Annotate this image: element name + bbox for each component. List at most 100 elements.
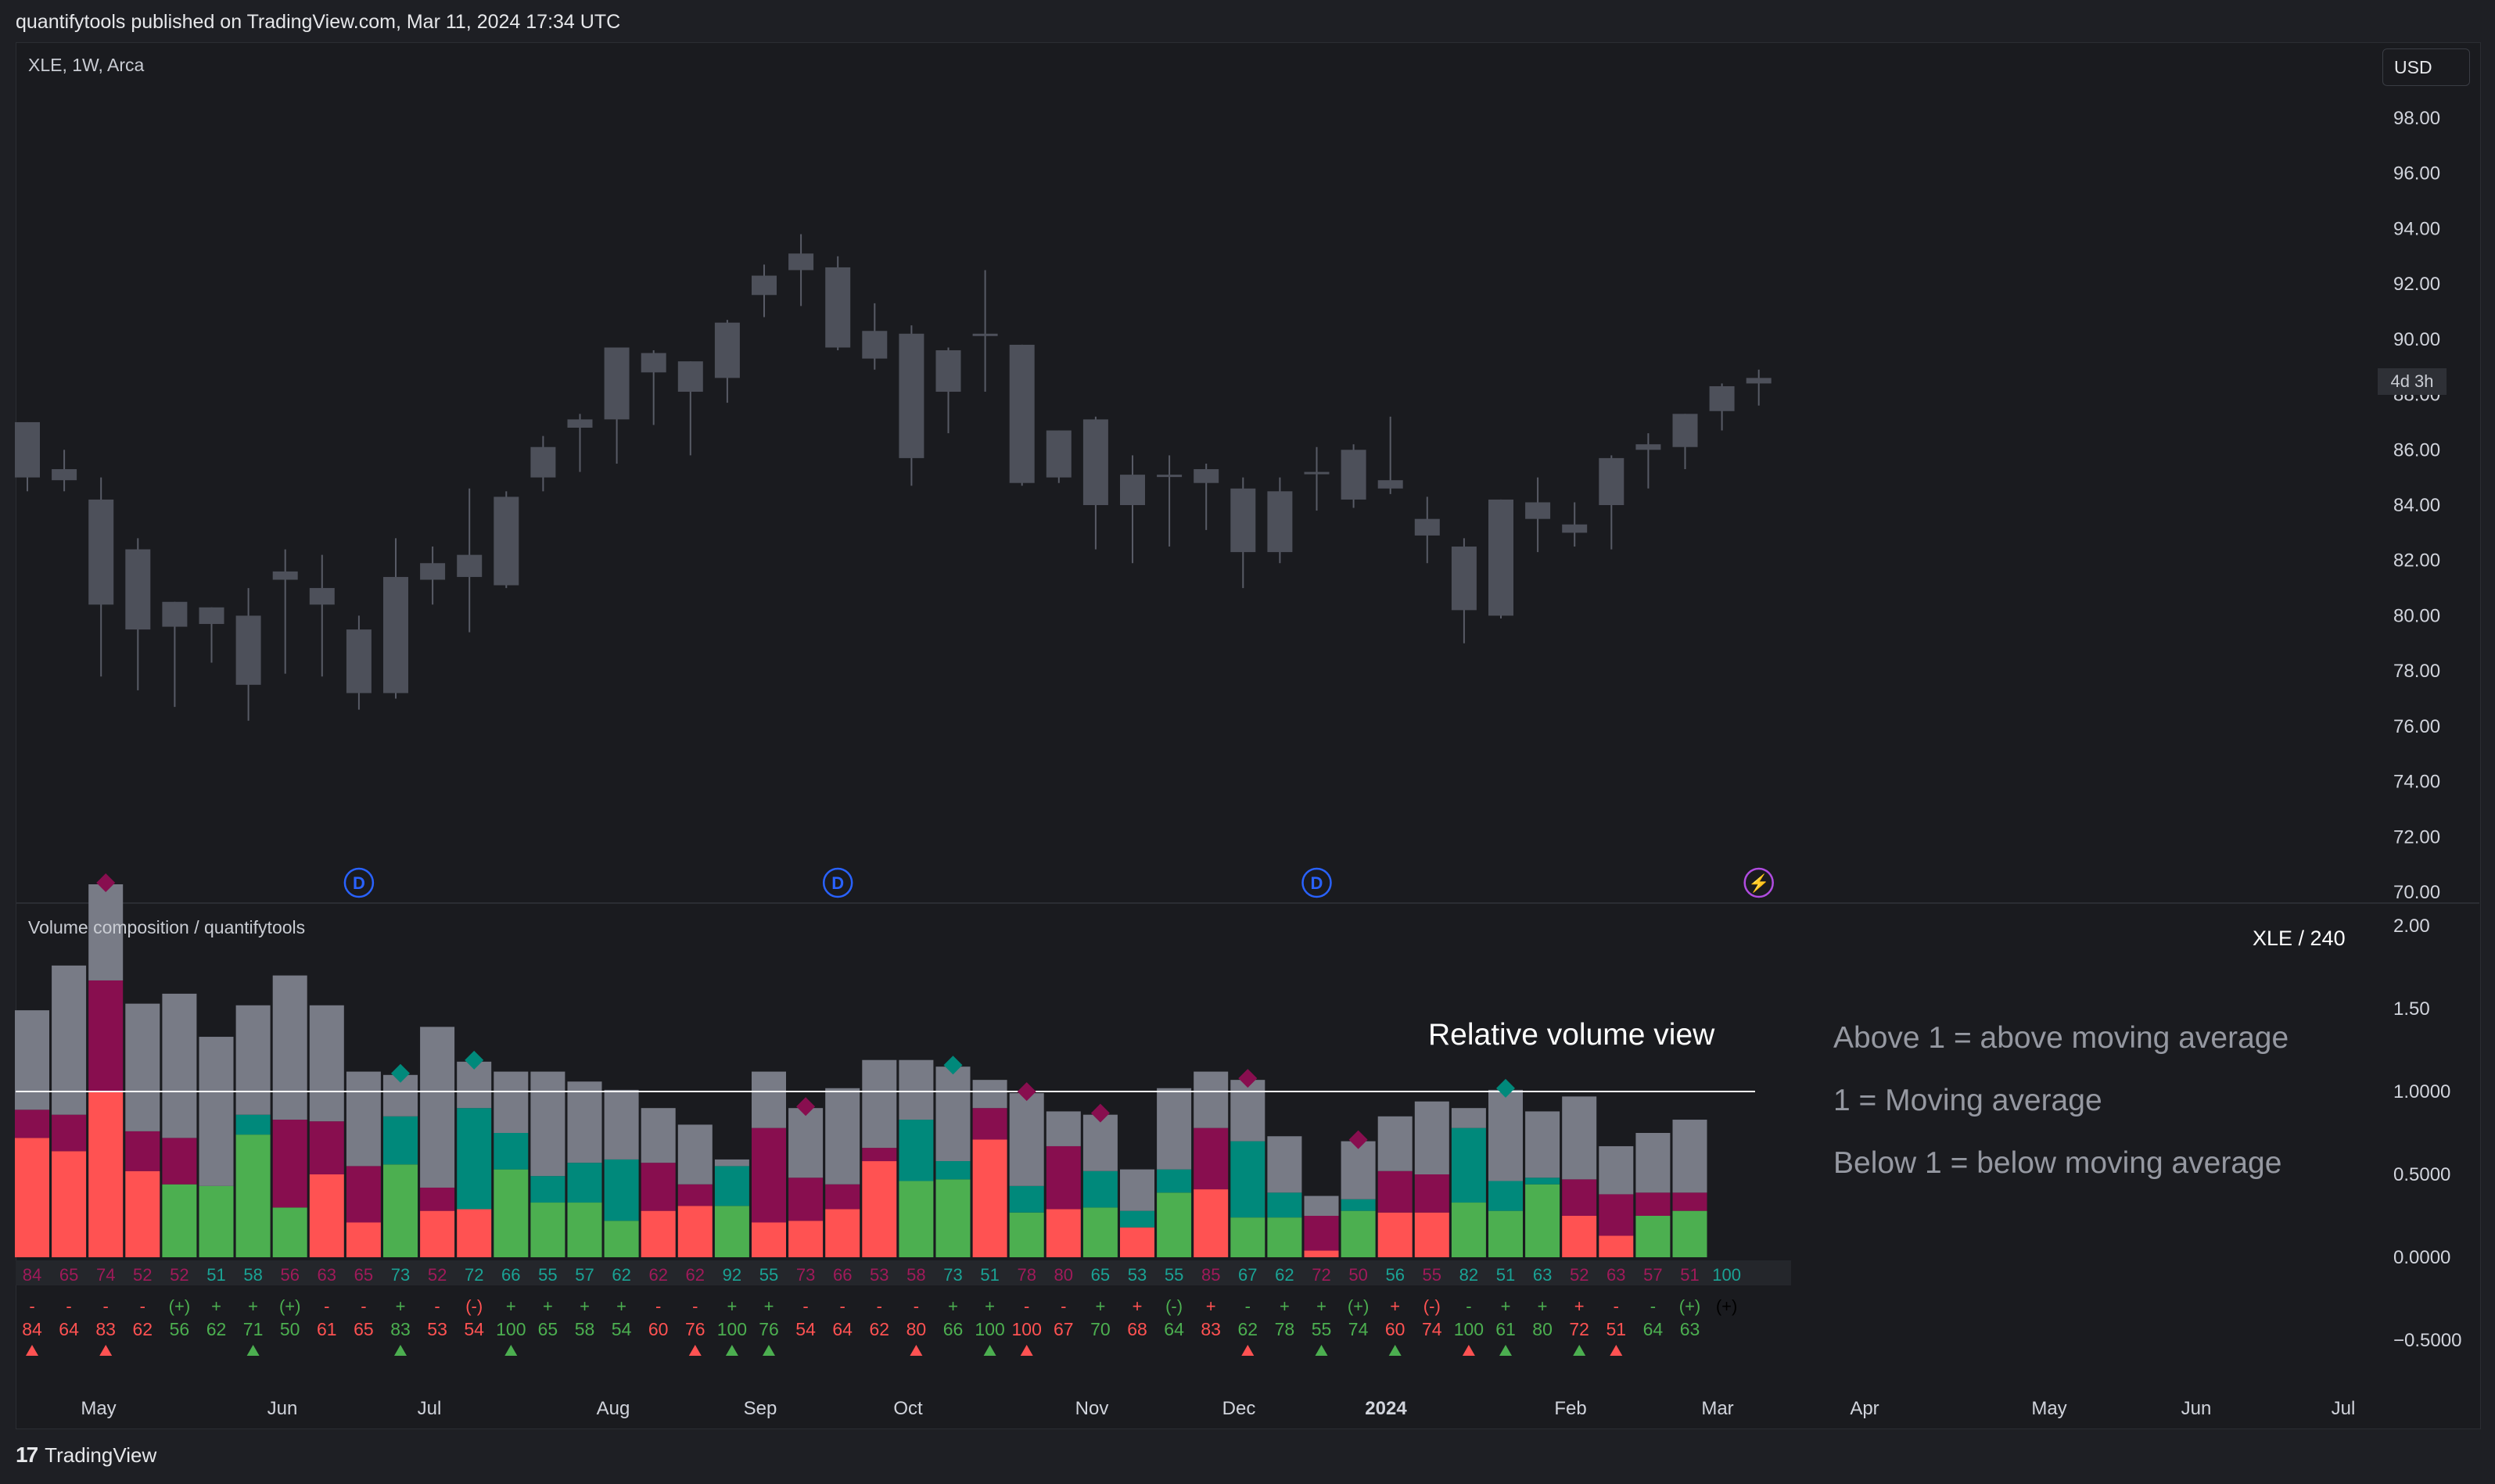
volume-segment-base	[862, 1161, 897, 1257]
time-tick-label: Oct	[893, 1398, 923, 1419]
candle-body	[1341, 450, 1366, 500]
row2-sign: +	[1390, 1296, 1400, 1316]
volume-segment-gray	[1599, 1145, 1634, 1195]
volume-bar	[420, 1027, 455, 1257]
signal-diamond	[1090, 1103, 1110, 1123]
candle-body	[1157, 475, 1183, 478]
row1-value: 63	[318, 1265, 336, 1285]
candle-body	[1120, 475, 1145, 506]
row2-sign: -	[914, 1296, 919, 1316]
volume-segment-gray	[88, 884, 124, 980]
indicator-label[interactable]: Volume composition / quantifytools	[28, 917, 306, 937]
volume-segment-teal	[1267, 1192, 1302, 1218]
row2-sign: +	[1574, 1296, 1585, 1316]
time-tick-label: Dec	[1222, 1398, 1256, 1419]
volume-segment-gray	[714, 1159, 749, 1167]
candle-body	[88, 499, 114, 605]
row2-value: 66	[943, 1319, 964, 1339]
volume-segment-base	[494, 1169, 529, 1257]
volume-tick-label: 2.00	[2393, 916, 2430, 937]
volume-segment-gray	[235, 1005, 271, 1115]
volume-segment-base	[604, 1221, 639, 1257]
price-tick-label: 92.00	[2393, 274, 2440, 295]
currency-selector[interactable]: USD	[2382, 48, 2470, 86]
candle	[1451, 538, 1477, 643]
volume-segment-gray	[162, 993, 197, 1138]
volume-bar	[604, 1089, 639, 1257]
symbol-label[interactable]: XLE, 1W, Arca	[28, 55, 145, 75]
candle-body	[199, 607, 224, 625]
volume-segment-base	[1267, 1217, 1302, 1257]
tradingview-logo[interactable]: 17 TradingView	[16, 1443, 156, 1468]
volume-segment-gray	[530, 1071, 565, 1177]
row2-value: 100	[1012, 1319, 1042, 1339]
volume-bar	[235, 1005, 271, 1257]
volume-segment-teal	[1120, 1210, 1154, 1228]
volume-segment-base	[1230, 1217, 1265, 1257]
up-arrow	[688, 1345, 702, 1356]
up-arrow	[1241, 1345, 1255, 1356]
candle-body	[1451, 547, 1477, 611]
candle-body	[15, 421, 40, 478]
volume-tick-label: −0.5000	[2393, 1330, 2461, 1351]
up-arrow	[1020, 1345, 1033, 1356]
time-tick-label: Aug	[597, 1398, 630, 1419]
candle	[1230, 477, 1256, 589]
up-arrow	[983, 1345, 996, 1356]
signal-diamond	[1348, 1130, 1368, 1149]
volume-segment-maroon	[972, 1108, 1007, 1140]
volume-segment-gray	[1562, 1096, 1597, 1180]
volume-segment-teal	[1451, 1127, 1486, 1203]
volume-bar	[346, 1071, 381, 1257]
volume-segment-base	[52, 1151, 87, 1257]
candle-body	[1746, 378, 1772, 384]
row2-value: 50	[280, 1319, 300, 1339]
row2-sign: +	[396, 1296, 406, 1316]
event-marker	[1743, 867, 1774, 898]
legend-equal-line: 1 = Moving average	[1833, 1084, 2102, 1117]
volume-bar	[972, 1080, 1007, 1257]
candle	[125, 538, 151, 690]
volume-segment-base	[346, 1222, 381, 1257]
volume-bar	[677, 1124, 713, 1257]
volume-segment-base	[752, 1222, 786, 1257]
volume-segment-teal	[1230, 1141, 1265, 1218]
bar-countdown-badge: 4d 3h	[2378, 368, 2447, 395]
legend-above-line: Above 1 = above moving average	[1833, 1021, 2289, 1055]
volume-segment-gray	[1488, 1089, 1523, 1181]
row2-value: 74	[1422, 1319, 1442, 1339]
row2-sign: -	[140, 1296, 145, 1316]
volume-axis: 2.00 1.50 1.0000 0.5000 0.0000 −0.5000	[2393, 916, 2461, 1351]
volume-bar	[457, 1061, 492, 1257]
volume-segment-base	[15, 1138, 49, 1257]
volume-segment-base	[383, 1164, 418, 1257]
row1-value: 58	[243, 1265, 262, 1285]
row2-value: 64	[1164, 1319, 1184, 1339]
row2-value: 54	[795, 1319, 816, 1339]
candle-body	[125, 549, 151, 630]
volume-bar	[1230, 1080, 1265, 1257]
row1-value: 57	[1643, 1265, 1662, 1285]
candle-body	[309, 588, 335, 605]
price-tick-label: 96.00	[2393, 163, 2440, 185]
view-title: Relative volume view	[1428, 1018, 1715, 1052]
volume-segment-base	[1525, 1184, 1560, 1257]
publish-header: quantifytools published on TradingView.c…	[16, 11, 621, 33]
volume-segment-gray	[309, 1005, 344, 1122]
up-arrow	[394, 1345, 407, 1356]
row2-value: 65	[538, 1319, 558, 1339]
candle	[272, 549, 298, 674]
row1-value: 92	[723, 1265, 741, 1285]
row1-value: 73	[943, 1265, 962, 1285]
candle	[1377, 416, 1403, 494]
volume-segment-gray	[1525, 1111, 1560, 1178]
volume-bar	[1451, 1108, 1486, 1257]
candle-body	[272, 571, 298, 580]
volume-segment-maroon	[1414, 1174, 1449, 1213]
candle	[199, 607, 224, 663]
row2-sign: (+)	[1679, 1296, 1701, 1316]
candle	[1120, 455, 1145, 564]
volume-bar	[752, 1071, 786, 1257]
price-tick-label: 80.00	[2393, 605, 2440, 626]
volume-segment-teal	[1009, 1185, 1044, 1213]
